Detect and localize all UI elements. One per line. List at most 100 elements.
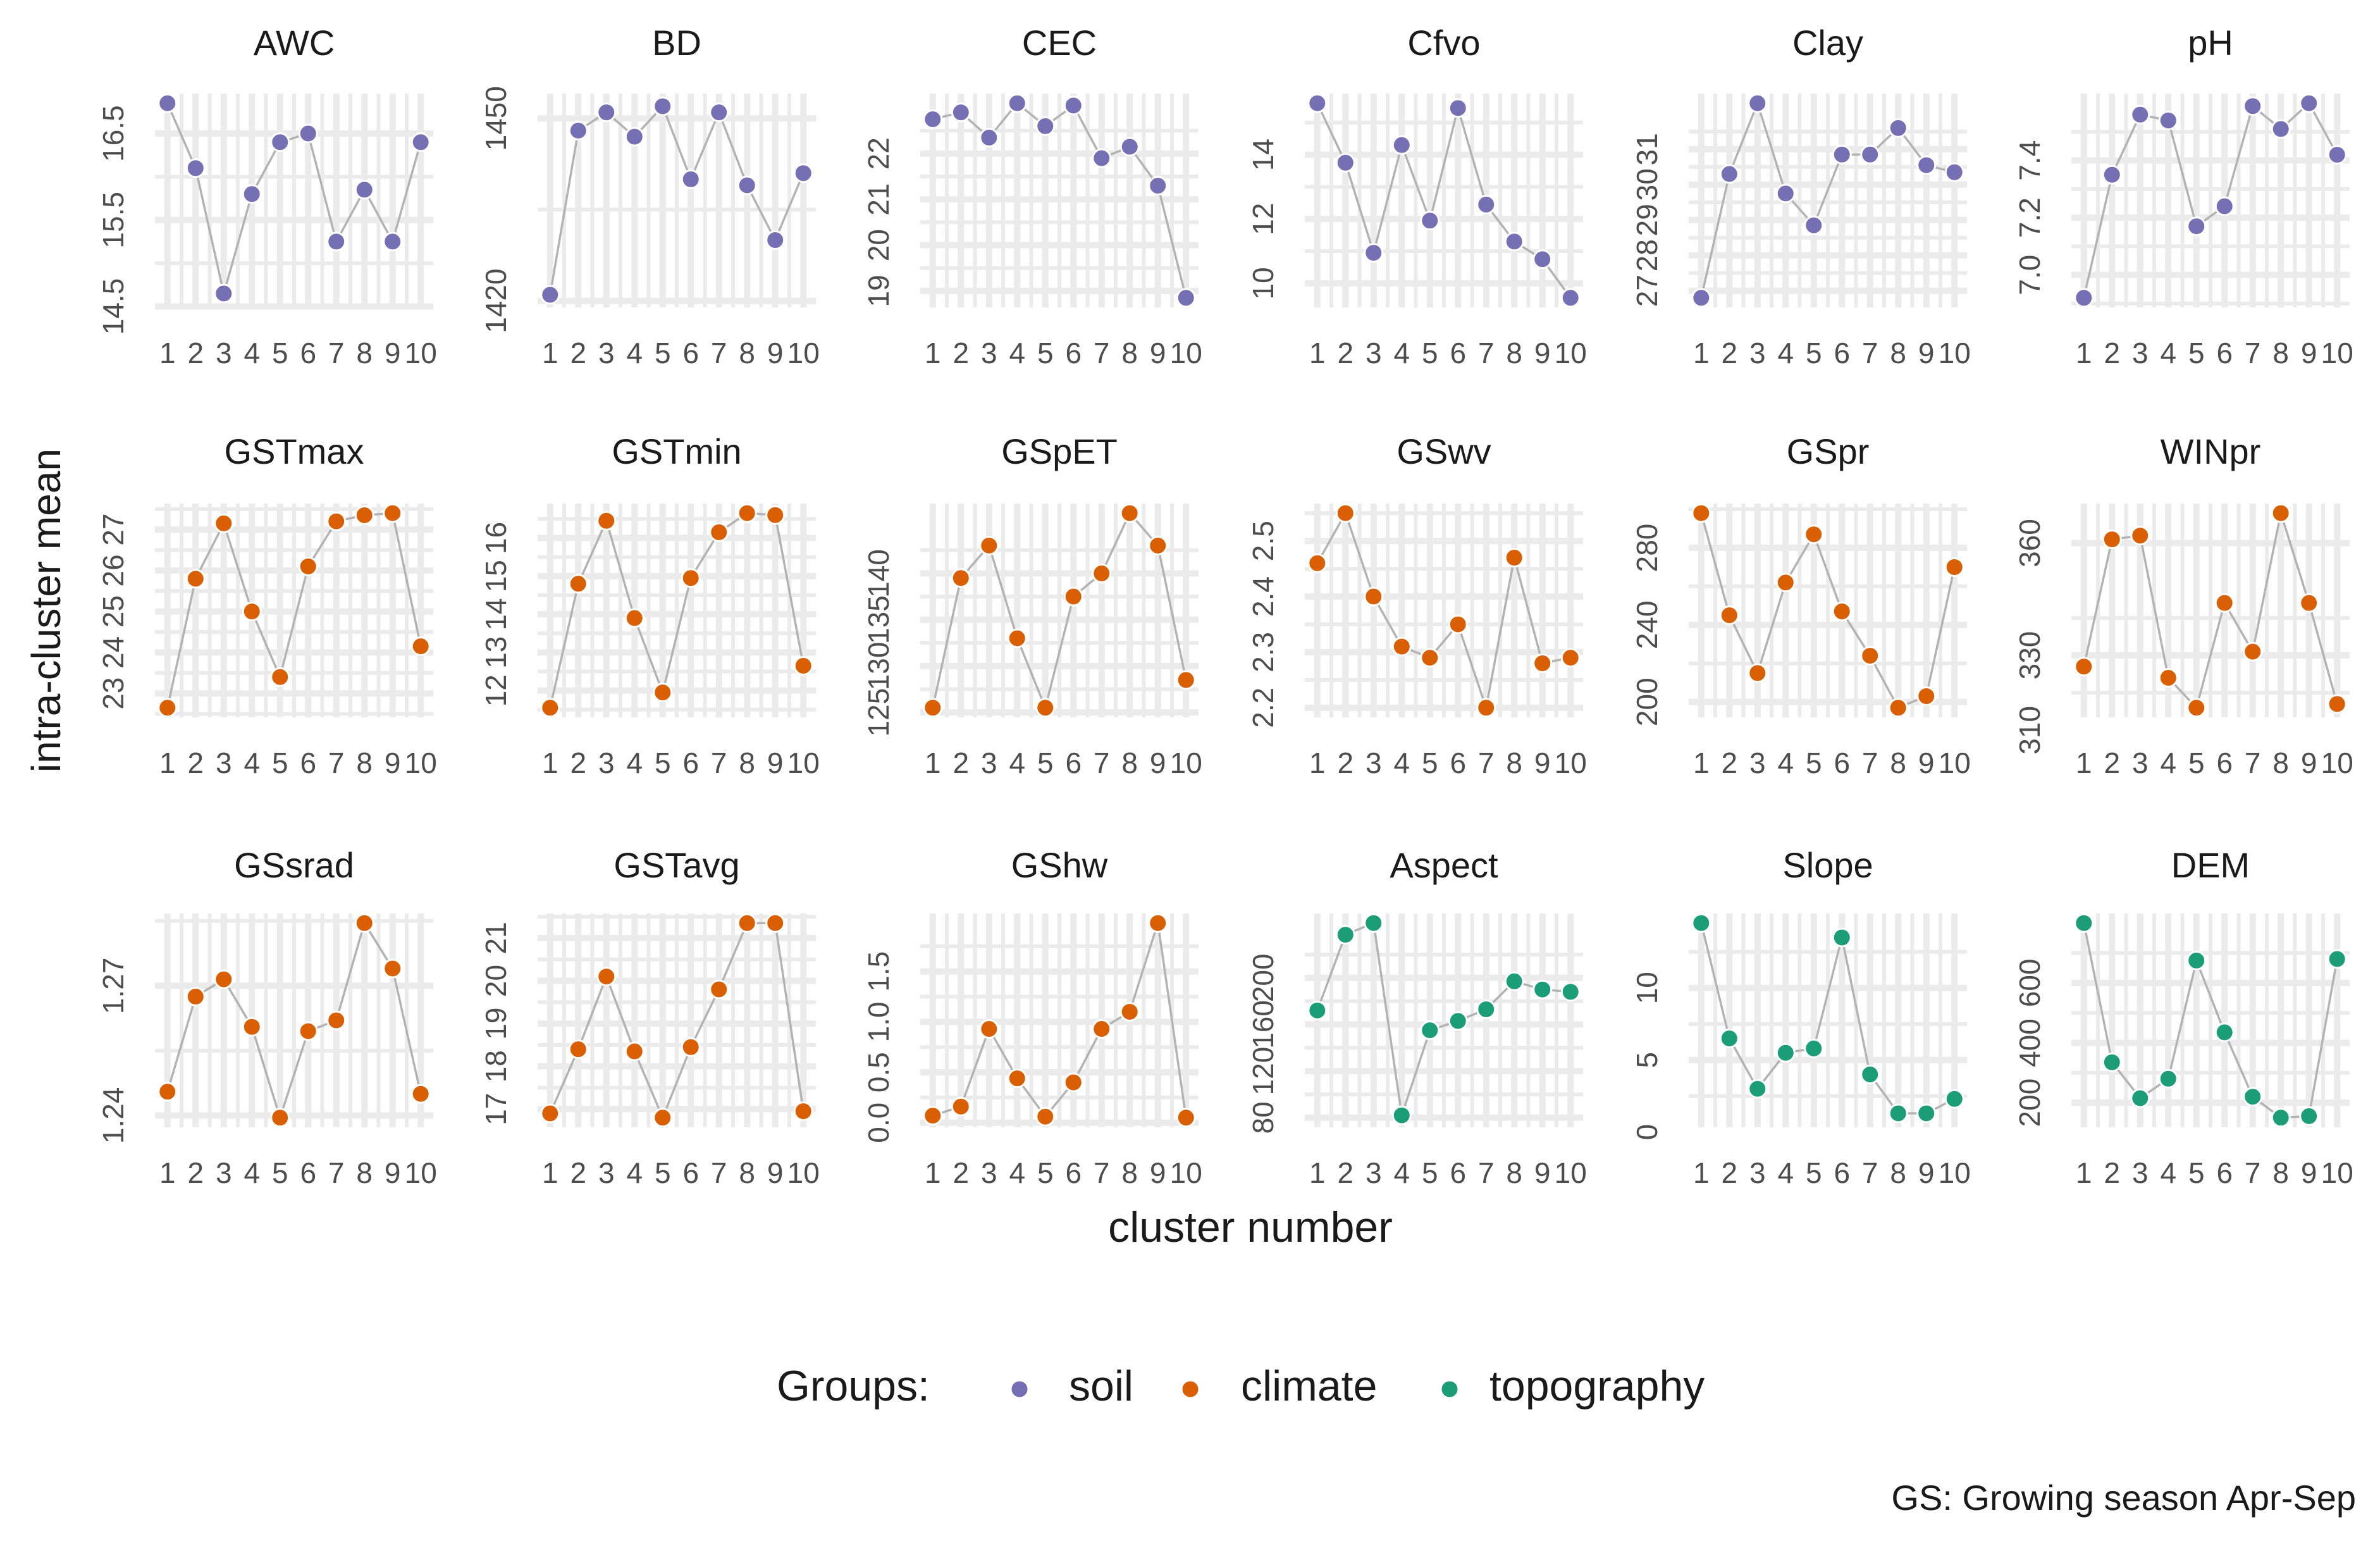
data-point bbox=[1804, 1038, 1824, 1058]
x-tick-label: 6 bbox=[1065, 746, 1082, 779]
y-tick-label: 23 bbox=[97, 678, 130, 710]
data-point bbox=[1307, 1000, 1328, 1020]
facet-title: DEM bbox=[2171, 845, 2250, 885]
y-tick-label: 1.27 bbox=[97, 958, 130, 1015]
x-tick-label: 3 bbox=[1366, 746, 1382, 779]
x-tick-label: 5 bbox=[1806, 337, 1822, 369]
y-tick-label: 30 bbox=[1631, 168, 1663, 201]
x-tick-label: 2 bbox=[187, 746, 204, 779]
data-point bbox=[765, 913, 786, 933]
data-point bbox=[185, 986, 206, 1006]
data-point bbox=[1035, 698, 1056, 718]
x-tick-label: 6 bbox=[300, 337, 316, 369]
data-point bbox=[951, 1096, 971, 1117]
data-point bbox=[1364, 913, 1384, 933]
data-point bbox=[1748, 663, 1768, 683]
x-tick-label: 4 bbox=[1009, 746, 1025, 779]
x-tick-label: 1 bbox=[1693, 337, 1710, 369]
y-tick-label: 14 bbox=[479, 598, 512, 630]
y-tick-label: 1.24 bbox=[97, 1087, 130, 1144]
y-tick-label: 27 bbox=[1631, 275, 1663, 307]
x-tick-label: 4 bbox=[626, 1156, 643, 1189]
data-point bbox=[979, 127, 999, 147]
facet-title: Clay bbox=[1792, 23, 1863, 63]
y-tick-label: 7.4 bbox=[2013, 140, 2046, 181]
y-tick-label: 7.0 bbox=[2013, 255, 2046, 295]
series-line bbox=[1316, 510, 1571, 712]
data-point bbox=[1035, 1106, 1056, 1127]
data-point bbox=[1775, 183, 1796, 204]
x-tick-label: 7 bbox=[328, 746, 345, 779]
x-tick-label: 4 bbox=[1393, 746, 1410, 779]
x-tick-label: 10 bbox=[787, 1156, 820, 1189]
data-point bbox=[2243, 641, 2263, 662]
y-tick-label: 200 bbox=[1631, 678, 1663, 726]
caption: GS: Growing season Apr-Sep bbox=[1891, 1478, 2356, 1518]
y-tick-label: 7.2 bbox=[2013, 197, 2046, 238]
data-point bbox=[2243, 96, 2263, 116]
data-point bbox=[1916, 1103, 1937, 1123]
y-tick-label: 1.5 bbox=[862, 951, 895, 992]
x-tick-label: 6 bbox=[300, 1156, 316, 1189]
x-tick-label: 10 bbox=[787, 746, 820, 779]
y-tick-label: 28 bbox=[1631, 239, 1663, 271]
data-point bbox=[2299, 1106, 2319, 1126]
x-tick-label: 6 bbox=[1834, 337, 1850, 369]
x-tick-label: 6 bbox=[682, 337, 699, 369]
facet-title: GSTmax bbox=[225, 431, 364, 471]
legend-label-topography: topography bbox=[1489, 1362, 1705, 1410]
y-tick-label: 2.5 bbox=[1247, 521, 1279, 561]
x-tick-label: 2 bbox=[953, 746, 969, 779]
series-line bbox=[2083, 922, 2338, 1119]
data-point bbox=[1176, 288, 1196, 308]
data-point bbox=[1944, 162, 1964, 182]
x-tick-label: 4 bbox=[1777, 337, 1794, 369]
x-tick-label: 6 bbox=[682, 746, 699, 779]
x-tick-label: 1 bbox=[1309, 746, 1326, 779]
data-point bbox=[2214, 196, 2235, 216]
data-point bbox=[709, 522, 729, 542]
data-point bbox=[214, 969, 234, 989]
x-tick-label: 10 bbox=[1555, 1156, 1587, 1189]
data-point bbox=[1176, 1108, 1196, 1128]
x-tick-label: 9 bbox=[767, 746, 784, 779]
facet-title: pH bbox=[2188, 23, 2233, 63]
y-tick-label: 21 bbox=[862, 183, 895, 216]
x-tick-label: 8 bbox=[356, 746, 373, 779]
x-tick-label: 2 bbox=[187, 337, 204, 369]
x-tick-label: 4 bbox=[244, 1156, 260, 1189]
data-point bbox=[1719, 164, 1739, 184]
data-point bbox=[709, 979, 729, 999]
series-line bbox=[166, 512, 422, 709]
data-point bbox=[1476, 999, 1496, 1020]
series-line bbox=[2083, 512, 2338, 710]
data-point bbox=[596, 511, 617, 531]
y-tick-label: 29 bbox=[1631, 204, 1663, 236]
data-point bbox=[653, 96, 673, 116]
data-point bbox=[1691, 913, 1711, 933]
facet-winpr: WINpr 1 2 3 4 5 6 7 8 9 10 310 330 360 bbox=[2013, 431, 2353, 779]
facet-title: GSpr bbox=[1787, 431, 1870, 471]
data-point bbox=[2186, 216, 2207, 237]
data-point bbox=[298, 123, 318, 144]
x-tick-label: 4 bbox=[1777, 746, 1794, 779]
x-tick-label: 7 bbox=[1094, 1156, 1110, 1189]
y-tick-label: 26 bbox=[97, 554, 130, 586]
y-tick-label: 135 bbox=[862, 595, 895, 644]
x-tick-label: 5 bbox=[272, 746, 288, 779]
data-point bbox=[2327, 694, 2347, 714]
x-tick-label: 3 bbox=[1749, 1156, 1766, 1189]
x-tick-label: 9 bbox=[2301, 337, 2317, 369]
data-point bbox=[596, 967, 617, 987]
x-tick-label: 10 bbox=[787, 337, 820, 369]
x-tick-label: 8 bbox=[1890, 1156, 1906, 1189]
x-tick-label: 10 bbox=[1555, 746, 1587, 779]
legend: Groups: soil climate topography bbox=[777, 1362, 1705, 1410]
x-tick-label: 1 bbox=[2076, 1156, 2092, 1189]
x-tick-label: 3 bbox=[598, 746, 615, 779]
facet-title: GSwv bbox=[1397, 431, 1491, 471]
x-tick-label: 8 bbox=[1890, 746, 1906, 779]
